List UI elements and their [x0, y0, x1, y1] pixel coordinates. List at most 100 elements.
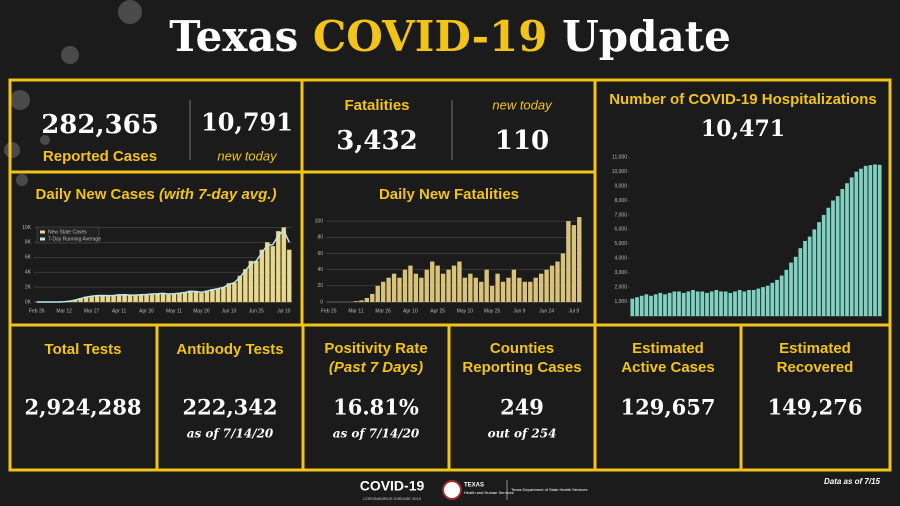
bar: [821, 214, 826, 316]
y-tick-label: 0K: [25, 299, 32, 305]
y-tick-label: 0: [320, 299, 323, 305]
bar: [204, 290, 210, 303]
fatalities-value: 3,432: [336, 126, 417, 156]
title-part: COVID-19: [313, 12, 548, 61]
bar: [630, 298, 635, 316]
bar: [281, 227, 287, 303]
stat-label: Recovered: [777, 359, 854, 376]
y-tick-label: 8,000: [614, 198, 627, 204]
bar: [555, 261, 560, 302]
stat-label: Total Tests: [45, 341, 122, 358]
average-line: [36, 229, 290, 303]
x-tick-label: Feb 25: [321, 308, 337, 314]
bar: [264, 242, 270, 303]
bar: [457, 261, 462, 302]
bar: [237, 275, 243, 303]
stat-label: Estimated: [632, 340, 704, 357]
x-tick-label: Jun 10: [221, 308, 236, 314]
data-date: Data as of 7/15: [824, 477, 881, 486]
bar: [105, 295, 111, 303]
bar: [370, 293, 375, 302]
bar: [133, 295, 138, 303]
stat-note: as of 7/14/20: [187, 427, 274, 441]
x-tick-label: Mar 11: [348, 308, 363, 314]
footer-agency: Texas Department of State Health Service…: [511, 487, 587, 492]
bar: [733, 291, 737, 316]
bar: [831, 200, 835, 316]
bar: [424, 269, 429, 302]
stat-value: 222,342: [183, 395, 278, 420]
y-tick-label: 4,000: [614, 256, 627, 262]
cases-value: 282,365: [41, 110, 159, 140]
x-tick-label: May 11: [166, 308, 182, 314]
bar: [353, 301, 359, 302]
x-tick-label: Apr 25: [430, 308, 445, 314]
bar: [528, 281, 533, 302]
bar: [511, 269, 517, 302]
bar: [761, 287, 765, 316]
fatalities-label: Fatalities: [344, 97, 409, 114]
stat-label: Reporting Cases: [462, 359, 581, 376]
x-tick-label: Apr 10: [403, 308, 418, 314]
stat-value: 16.81%: [333, 395, 419, 420]
bar: [817, 222, 821, 316]
bar: [798, 248, 803, 316]
chart-title: Daily New Fatalities: [379, 186, 519, 203]
bar: [705, 292, 709, 316]
y-tick-label: 6,000: [614, 227, 627, 233]
bar: [259, 249, 265, 303]
bar: [364, 297, 370, 302]
y-tick-label: 100: [315, 218, 324, 224]
bar: [446, 269, 451, 302]
bar: [803, 240, 807, 316]
bar: [747, 290, 751, 316]
footer-agency: Health and Human Services: [464, 490, 514, 495]
bar: [644, 294, 649, 316]
bar: [522, 281, 527, 302]
bar: [375, 285, 380, 302]
bar: [549, 265, 555, 302]
hospitalizations-label: Number of COVID-19 Hospitalizations: [609, 91, 877, 108]
bar: [686, 291, 691, 316]
bar: [435, 265, 440, 302]
bar: [275, 231, 281, 303]
legend-label: New State Cases: [48, 229, 87, 235]
bar: [149, 293, 155, 303]
x-tick-label: Apr 11: [112, 308, 127, 314]
bar: [719, 291, 723, 316]
y-tick-label: 80: [317, 235, 323, 241]
bar: [144, 294, 149, 303]
bar: [155, 293, 160, 303]
bar: [468, 273, 473, 302]
bar: [397, 277, 402, 302]
legend-label: 7-Day Running Average: [48, 236, 101, 242]
bar: [138, 294, 144, 303]
bar: [566, 221, 571, 302]
bar: [672, 291, 677, 316]
stats: Total Tests 2,924,288 Antibody Tests 222,34…: [25, 340, 863, 441]
y-tick-label: 60: [317, 251, 323, 257]
bar: [381, 281, 386, 302]
bar: [286, 249, 292, 303]
bar: [413, 273, 419, 302]
y-tick-label: 9,000: [614, 183, 627, 189]
bar: [723, 291, 728, 316]
bar: [359, 300, 364, 302]
bar: [533, 277, 538, 302]
bar: [835, 196, 840, 316]
x-tick-label: Mar 26: [375, 308, 391, 314]
bar: [248, 260, 254, 303]
bar: [789, 262, 793, 316]
cases-new-value: 10,791: [201, 108, 293, 137]
chart-title-text: Daily New Cases: [36, 186, 155, 203]
bar: [784, 269, 789, 316]
x-tick-label: Jul 10: [277, 308, 291, 314]
bar: [215, 288, 221, 303]
bar: [840, 188, 845, 316]
bar: [859, 168, 863, 316]
bar: [177, 292, 182, 303]
stat-value: 129,657: [621, 395, 716, 420]
bar: [221, 286, 226, 303]
bar: [402, 269, 408, 302]
bar: [419, 277, 424, 302]
